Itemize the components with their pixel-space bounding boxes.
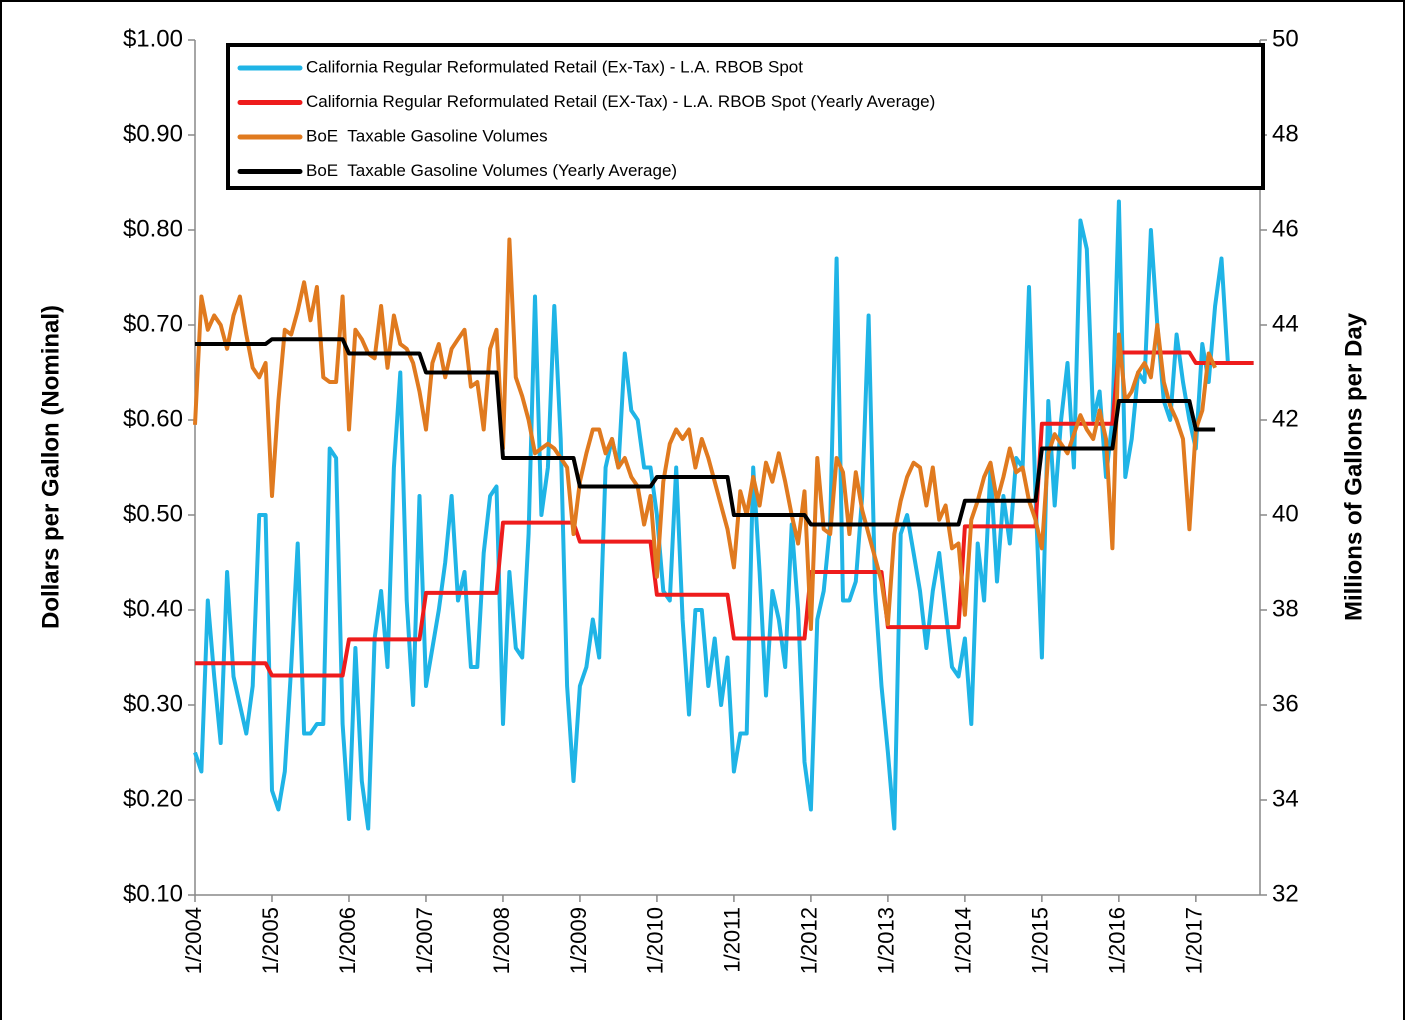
x-tick-label: 1/2011: [720, 907, 745, 973]
y2-tick-label: 48: [1272, 120, 1299, 147]
x-tick-label: 1/2016: [1105, 907, 1130, 974]
y2-tick-label: 34: [1272, 785, 1299, 812]
y2-tick-label: 46: [1272, 215, 1299, 242]
x-tick-label: 1/2008: [489, 907, 514, 974]
series-line: [193, 237, 1217, 631]
y-tick-label: $0.10: [123, 880, 183, 907]
legend-label: California Regular Reformulated Retail (…: [306, 57, 803, 76]
y-tick-label: $0.80: [123, 215, 183, 242]
series-line: [195, 337, 1216, 527]
x-tick-label: 1/2004: [181, 907, 206, 974]
x-tick-label: 1/2005: [258, 907, 283, 974]
legend-box: [226, 43, 1265, 190]
x-tick-label: 1/2014: [951, 907, 976, 974]
y-tick-label: $0.40: [123, 595, 183, 622]
x-tick-label: 1/2006: [335, 907, 360, 974]
y-tick-label: $0.20: [123, 785, 183, 812]
x-tick-label: 1/2007: [412, 907, 437, 974]
y-tick-label: $0.70: [123, 310, 183, 337]
legend-label: California Regular Reformulated Retail (…: [306, 92, 935, 111]
series-line: [193, 199, 1254, 831]
y2-tick-label: 42: [1272, 405, 1299, 432]
y2-tick-label: 40: [1272, 500, 1299, 527]
legend-label: BoE Taxable Gasoline Volumes: [306, 126, 548, 145]
y2-tick-label: 38: [1272, 595, 1299, 622]
y-tick-label: $0.50: [123, 500, 183, 527]
y-tick-label: $0.60: [123, 405, 183, 432]
y2-tick-label: 44: [1272, 310, 1299, 337]
x-tick-label: 1/2010: [643, 907, 668, 974]
y2-tick-label: 36: [1272, 690, 1299, 717]
x-tick-label: 1/2012: [797, 907, 822, 974]
y2-axis-title: Millions of Gallons per Day: [1340, 312, 1367, 621]
x-tick-label: 1/2009: [566, 907, 591, 974]
x-tick-label: 1/2017: [1182, 907, 1207, 974]
y-tick-label: $0.90: [123, 120, 183, 147]
y2-tick-label: 32: [1272, 880, 1299, 907]
x-tick-label: 1/2015: [1028, 907, 1053, 974]
y2-tick-label: 50: [1272, 25, 1299, 52]
legend-label: BoE Taxable Gasoline Volumes (Yearly Ave…: [306, 161, 677, 180]
y-tick-label: $1.00: [123, 25, 183, 52]
y-tick-label: $0.30: [123, 690, 183, 717]
x-tick-label: 1/2013: [874, 907, 899, 974]
y-axis-title: Dollars per Gallon (Nominal): [37, 305, 64, 629]
